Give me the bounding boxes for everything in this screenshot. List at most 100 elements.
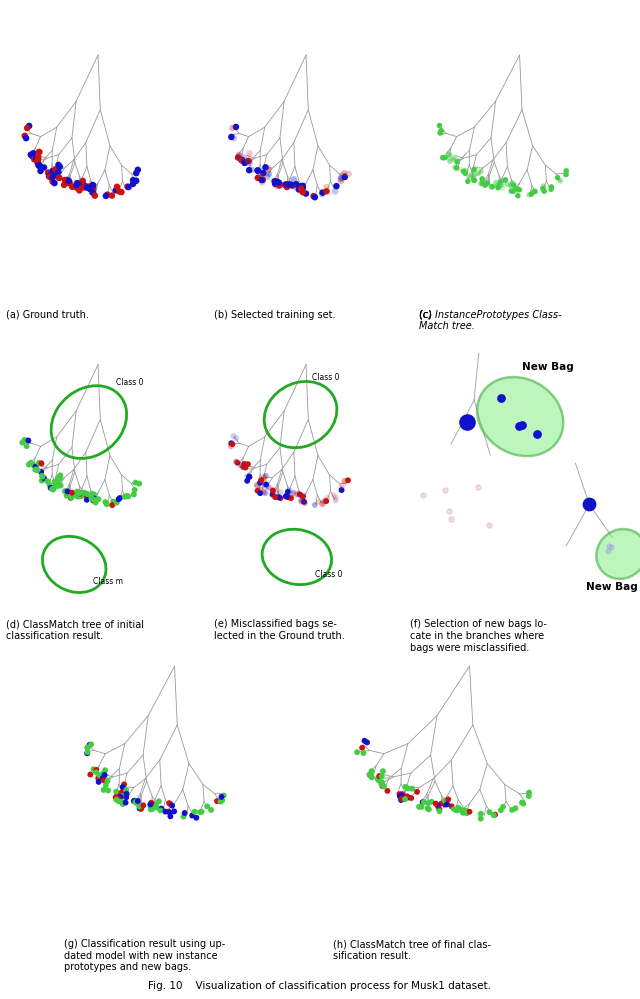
Point	[282, 488, 292, 503]
Point	[295, 180, 305, 196]
Point	[93, 774, 104, 790]
Point	[103, 782, 113, 798]
Point	[317, 496, 327, 511]
Point	[376, 768, 387, 784]
Point	[111, 792, 122, 808]
Point	[375, 773, 385, 789]
Point	[272, 174, 282, 190]
Point	[440, 150, 451, 166]
Point	[283, 484, 293, 500]
Point	[440, 482, 451, 498]
Point	[117, 788, 127, 804]
Point	[146, 801, 156, 817]
Point	[33, 155, 43, 171]
Point	[17, 435, 28, 451]
Point	[481, 177, 492, 193]
Point	[584, 497, 595, 512]
Point	[123, 489, 133, 504]
Point	[219, 787, 229, 803]
Point	[86, 736, 96, 752]
Point	[269, 173, 279, 189]
Point	[252, 483, 262, 499]
Point	[102, 773, 113, 789]
Point	[310, 498, 320, 513]
Point	[511, 181, 521, 197]
Point	[231, 119, 241, 135]
Point	[67, 485, 77, 500]
Point	[336, 481, 346, 497]
Point	[62, 172, 72, 188]
Point	[378, 763, 388, 779]
Text: (g) Classification result using up-
dated model with new instance
prototypes and: (g) Classification result using up- date…	[64, 939, 225, 972]
Point	[187, 807, 197, 823]
Point	[107, 498, 117, 513]
Point	[436, 795, 447, 811]
Point	[267, 488, 277, 503]
Point	[275, 491, 285, 506]
Point	[298, 178, 308, 194]
Point	[469, 167, 479, 183]
Point	[120, 489, 130, 504]
Point	[180, 805, 190, 821]
Point	[336, 170, 346, 186]
Point	[271, 174, 281, 190]
Point	[274, 177, 284, 193]
Point	[102, 497, 112, 512]
Point	[295, 179, 305, 195]
Point	[129, 793, 139, 809]
Point	[343, 473, 353, 489]
Point	[271, 178, 282, 194]
Point	[165, 796, 175, 812]
Point	[60, 484, 70, 500]
Point	[406, 790, 416, 806]
Point	[36, 464, 46, 480]
Point	[117, 794, 127, 810]
Point	[36, 456, 47, 472]
Point	[253, 170, 263, 186]
Point	[227, 437, 237, 453]
Point	[132, 795, 142, 811]
Point	[47, 481, 57, 497]
Point	[465, 804, 475, 820]
Point	[79, 178, 90, 194]
Point	[330, 493, 340, 508]
Point	[63, 484, 73, 500]
Point	[88, 185, 98, 201]
Point	[546, 181, 556, 197]
Point	[605, 538, 616, 554]
Point	[45, 480, 56, 496]
Point	[284, 177, 294, 193]
Point	[93, 492, 104, 507]
Point	[469, 172, 479, 188]
Point	[396, 789, 406, 805]
Point	[255, 486, 266, 501]
Point	[468, 170, 479, 186]
Point	[239, 150, 250, 166]
Point	[339, 476, 349, 492]
Point	[510, 800, 520, 816]
Point	[217, 792, 227, 808]
Point	[437, 124, 447, 140]
Point	[263, 162, 273, 178]
Point	[264, 166, 274, 182]
Text: (d) ClassMatch tree of initial
classification result.: (d) ClassMatch tree of initial classific…	[6, 619, 145, 641]
Point	[90, 495, 100, 510]
Point	[492, 178, 502, 194]
Point	[154, 793, 164, 809]
Point	[147, 801, 157, 817]
Point	[412, 784, 422, 800]
Point	[281, 177, 291, 193]
Point	[296, 494, 307, 509]
Point	[282, 177, 292, 193]
Point	[67, 490, 77, 505]
Point	[498, 799, 508, 815]
Point	[285, 483, 295, 499]
Point	[329, 488, 339, 503]
Point	[382, 783, 392, 799]
Point	[53, 470, 63, 486]
Point	[121, 782, 131, 798]
Point	[282, 489, 292, 504]
Point	[132, 162, 143, 178]
Point	[71, 177, 81, 193]
Point	[252, 163, 262, 179]
